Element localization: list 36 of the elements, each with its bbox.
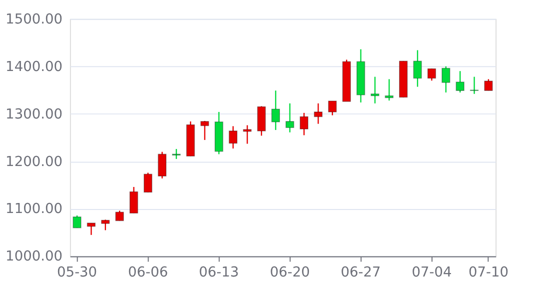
y-tick-label: 1100.00 — [6, 201, 63, 218]
y-tick-label: 1200.00 — [6, 154, 63, 170]
y-tick-label: 1000.00 — [6, 248, 63, 265]
x-tick-label: 06-13 — [198, 264, 239, 280]
candlestick — [456, 70, 464, 94]
candlestick — [370, 76, 380, 104]
y-tick-label: 1300.00 — [6, 106, 63, 122]
x-tick-label: 06-06 — [128, 264, 168, 280]
candlestick — [228, 126, 238, 150]
candlestick — [144, 172, 152, 193]
candlestick — [442, 66, 450, 94]
candlestick — [200, 120, 210, 141]
candlestick — [427, 68, 436, 82]
x-tick-label: 06-20 — [270, 264, 310, 280]
candlestick — [72, 214, 82, 228]
candlestick — [300, 112, 308, 136]
y-tick-label: 1500.00 — [6, 11, 63, 28]
candlestick — [286, 102, 294, 133]
x-tick-label: 05-30 — [57, 264, 98, 280]
candlestick — [101, 219, 110, 231]
candlestick — [413, 50, 422, 88]
x-tick-label: 07-04 — [412, 264, 452, 280]
y-tick-label: 1400.00 — [6, 58, 63, 75]
candlestick — [271, 90, 280, 131]
candlestick — [470, 76, 479, 94]
candlestick — [384, 78, 394, 102]
candlestick — [86, 222, 96, 236]
candlestick — [484, 78, 493, 92]
candlestick — [158, 151, 166, 180]
x-tick-label: 07-10 — [468, 264, 508, 280]
candlestick — [314, 102, 323, 124]
x-tick-label: 06-27 — [340, 264, 381, 280]
candlestick — [115, 210, 124, 222]
candlestick — [328, 100, 337, 116]
candlestick — [129, 186, 138, 214]
candlestick — [242, 124, 252, 144]
